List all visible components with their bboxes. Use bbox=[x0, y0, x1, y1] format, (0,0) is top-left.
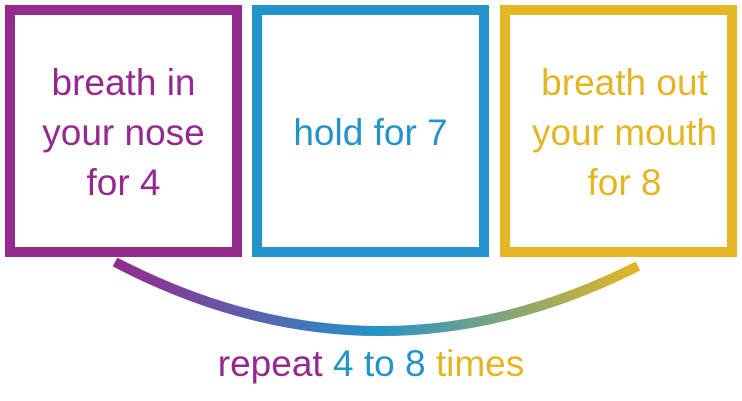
repeat-caption: repeat 4 to 8 times bbox=[0, 342, 742, 386]
step-box-hold: hold for 7 bbox=[252, 5, 489, 257]
step-box-breath-in: breath in your nose for 4 bbox=[5, 5, 242, 257]
step-text-hold: hold for 7 bbox=[293, 112, 448, 153]
repeat-caption-suffix: times bbox=[425, 343, 525, 384]
repeat-caption-count: 4 to 8 bbox=[332, 343, 426, 384]
step-box-breath-out: breath out your mouth for 8 bbox=[500, 5, 737, 257]
step-text-breath-out: breath out your mouth for 8 bbox=[531, 62, 718, 203]
repeat-caption-prefix: repeat bbox=[217, 343, 333, 384]
step-text-breath-in: breath in your nose for 4 bbox=[42, 62, 205, 203]
repeat-arc-path bbox=[112, 257, 641, 336]
